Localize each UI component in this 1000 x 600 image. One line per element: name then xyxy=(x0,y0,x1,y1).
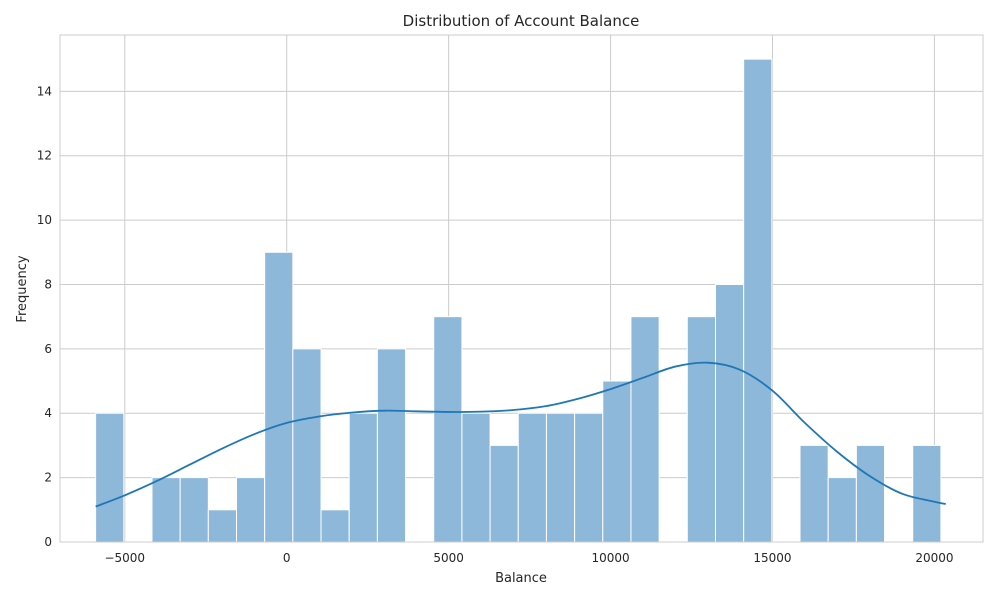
y-tick-label: 14 xyxy=(37,84,52,98)
histogram-bar xyxy=(743,58,773,543)
histogram-bar xyxy=(545,412,576,543)
x-tick-label: 0 xyxy=(283,551,291,565)
histogram-bar xyxy=(461,412,491,543)
kde-curve xyxy=(95,361,946,508)
x-tick-label: −5000 xyxy=(104,551,145,565)
histogram-bar xyxy=(207,509,238,543)
histogram-bar xyxy=(602,380,632,543)
x-tick-label: 5000 xyxy=(433,551,464,565)
histogram-bar xyxy=(489,444,519,543)
histogram-bar xyxy=(912,444,942,543)
histogram-bar xyxy=(630,316,660,543)
y-tick-label: 4 xyxy=(44,406,52,420)
histogram-bar xyxy=(517,412,547,543)
y-tick-label: 8 xyxy=(44,277,52,291)
histogram-bar xyxy=(855,444,886,543)
histogram-bar xyxy=(799,444,829,543)
y-tick-label: 2 xyxy=(44,471,52,485)
histogram-bar xyxy=(686,316,716,543)
histogram-bar xyxy=(433,316,463,543)
x-tick-label: 20000 xyxy=(915,551,953,565)
histogram-bar xyxy=(827,477,857,543)
histogram-bar xyxy=(376,348,407,543)
grid-lines xyxy=(60,35,983,543)
chart-title: Distribution of Account Balance xyxy=(403,12,640,30)
axes-frame xyxy=(59,34,984,543)
histogram-bar xyxy=(714,283,745,543)
histogram-bar xyxy=(320,509,350,543)
histogram-bar xyxy=(179,477,209,543)
y-tick-label: 10 xyxy=(37,213,52,227)
histogram-bar xyxy=(264,251,294,543)
y-tick-label: 12 xyxy=(37,149,52,163)
y-axis-label: Frequency xyxy=(15,255,30,322)
plot-frame xyxy=(59,34,984,543)
x-axis-label: Balance xyxy=(495,571,547,586)
y-tick-label: 6 xyxy=(44,342,52,356)
x-tick-label: 10000 xyxy=(591,551,629,565)
kde-curve-group xyxy=(95,361,946,508)
x-tick-labels: −5000 0 5000 10000 15000 20000 xyxy=(104,551,953,565)
histogram-bar xyxy=(95,412,125,543)
x-tick-label: 15000 xyxy=(753,551,791,565)
histogram-bar xyxy=(151,477,181,543)
histogram-bar xyxy=(236,477,266,543)
histogram-bar xyxy=(292,348,322,543)
histogram-bars xyxy=(95,58,942,543)
histogram-bar xyxy=(574,412,604,543)
histogram-bar xyxy=(348,412,378,543)
y-tick-labels: 0 2 4 6 8 10 12 14 xyxy=(37,84,52,549)
y-tick-label: 0 xyxy=(44,535,52,549)
